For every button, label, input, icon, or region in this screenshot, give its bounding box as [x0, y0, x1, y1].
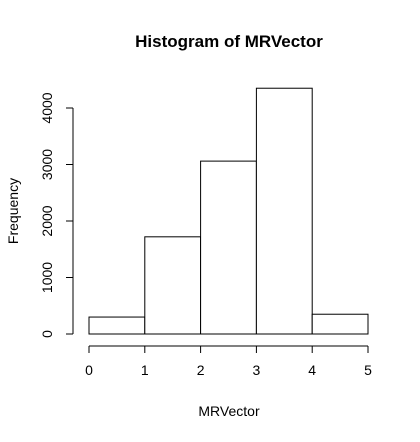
chart-title: Histogram of MRVector: [135, 32, 323, 51]
x-tick-label: 2: [197, 362, 205, 378]
histogram-bar: [256, 88, 312, 334]
x-tick-label: 5: [364, 362, 372, 378]
bars-group: [89, 88, 368, 334]
histogram-bar: [201, 161, 257, 334]
y-tick-label: 4000: [39, 92, 55, 123]
y-axis-label: Frequency: [5, 178, 21, 244]
histogram-bar: [145, 237, 201, 334]
y-tick-label: 1000: [39, 262, 55, 293]
x-axis-label: MRVector: [198, 403, 260, 419]
x-tick-label: 4: [308, 362, 316, 378]
histogram-bar: [89, 317, 145, 334]
histogram-bar: [312, 314, 368, 334]
y-tick-label: 0: [39, 330, 55, 338]
x-tick-label: 3: [253, 362, 261, 378]
x-tick-label: 1: [141, 362, 149, 378]
x-axis: 0 1 2 3 4 5: [85, 346, 372, 378]
y-axis: 0 1000 2000 3000 4000: [39, 92, 73, 338]
y-tick-label: 2000: [39, 205, 55, 236]
x-tick-label: 0: [85, 362, 93, 378]
y-tick-label: 3000: [39, 149, 55, 180]
